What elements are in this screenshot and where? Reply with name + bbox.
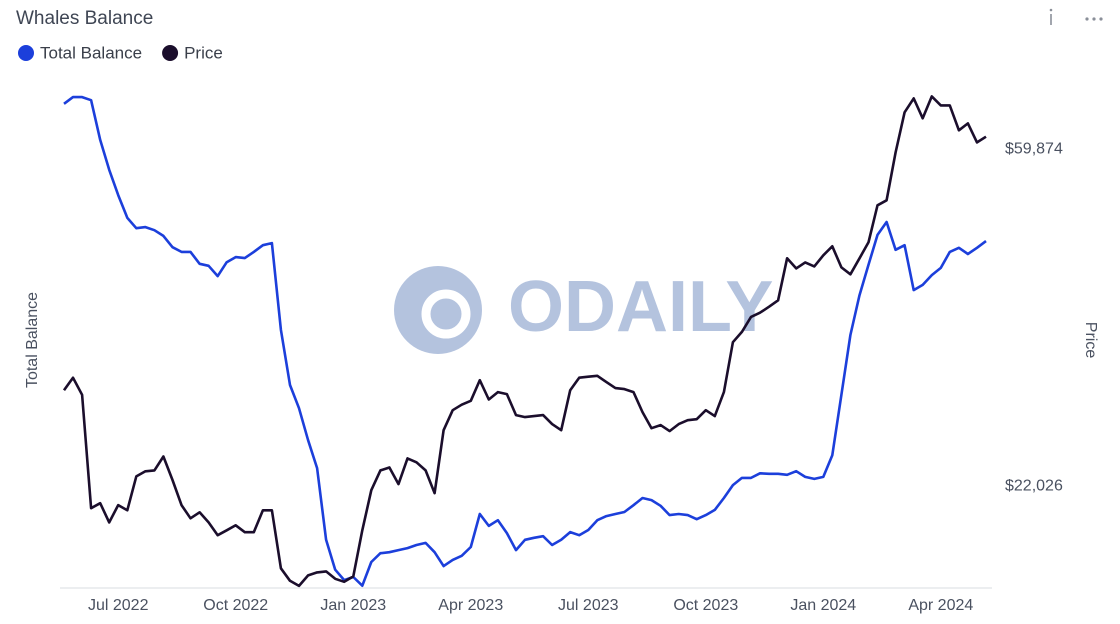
- more-dot: [1099, 17, 1103, 21]
- x-tick-label: Apr 2024: [908, 597, 973, 614]
- legend-label: Price: [184, 43, 223, 62]
- x-tick-label: Jan 2024: [790, 597, 856, 614]
- chart-title: Whales Balance: [16, 8, 153, 29]
- series-line: [62, 95, 987, 588]
- info-icon-dot: [1049, 8, 1053, 12]
- y2-tick-label: $22,026: [1005, 478, 1063, 495]
- y2-axis-title: Price: [1082, 322, 1099, 359]
- more-icon[interactable]: [1085, 17, 1103, 21]
- legend-swatch: [18, 45, 34, 61]
- legend-swatch: [162, 45, 179, 61]
- x-tick-label: Oct 2023: [673, 597, 738, 614]
- info-icon[interactable]: [1049, 8, 1053, 25]
- y-axis-title: Total Balance: [24, 292, 41, 388]
- legend-label: Total Balance: [40, 43, 142, 62]
- x-tick-label: Jul 2022: [88, 597, 149, 614]
- more-dot: [1092, 17, 1096, 21]
- watermark-text: ODAILY: [508, 267, 773, 347]
- watermark-logo: [394, 266, 482, 354]
- more-dot: [1085, 17, 1089, 21]
- y2-tick-label: $59,874: [1005, 141, 1063, 158]
- watermark-logo-ring: [421, 289, 471, 339]
- x-tick-label: Jan 2023: [320, 597, 386, 614]
- x-tick-label: Apr 2023: [438, 597, 503, 614]
- x-tick-label: Oct 2022: [203, 597, 268, 614]
- series-line: [63, 95, 987, 587]
- watermark: ODAILY: [394, 266, 773, 354]
- x-tick-label: Jul 2023: [558, 597, 619, 614]
